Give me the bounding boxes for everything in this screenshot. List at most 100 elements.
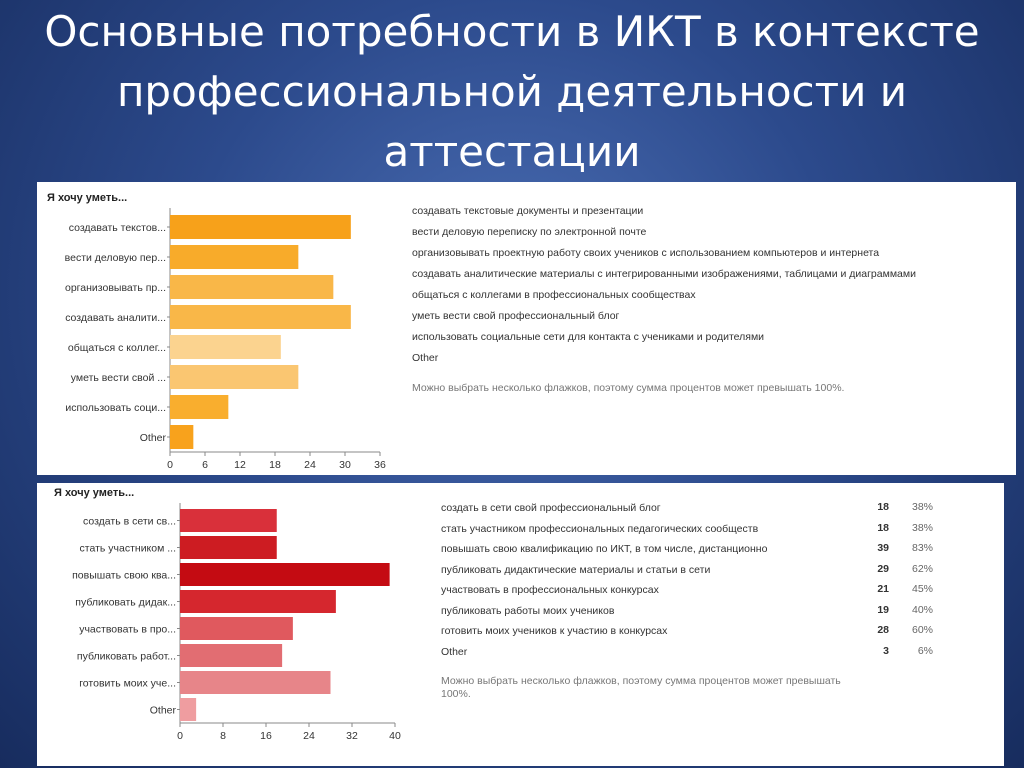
chart-2-legend: создать в сети свой профессиональный бло… [441,501,961,671]
bar [170,365,299,389]
x-tick-label: 6 [202,459,208,471]
legend-item-count: 28 [877,624,889,636]
category-label: создать в сети св... [83,516,176,528]
legend-item-percent: 6% [917,644,933,657]
category-label: публиковать дидак... [75,597,176,609]
chart-2-heading: Я хочу уметь... [54,487,134,499]
legend-item-percent: 83% [911,542,933,554]
chart-2-heading-text: Я хочу уметь... [54,487,135,499]
legend-item-label: публиковать дидактические материалы и ст… [441,563,711,576]
legend-item-label: повышать свою квалификацию по ИКТ, в том… [441,543,768,555]
legend-item-label: готовить моих учеников к участию в конку… [441,625,668,637]
legend-item: публиковать дидактические материалы и ст… [441,563,710,577]
x-tick-label: 24 [303,730,315,742]
legend-item: создавать аналитические материалы с инте… [412,267,916,281]
slide-title-line: профессиональной деятельности и [116,67,908,116]
legend-item-count: 3 [883,644,889,657]
legend-item-label: вести деловую переписку по электронной п… [412,226,647,238]
bar [180,590,336,613]
bar [170,335,281,359]
slide-title-line: аттестации [383,127,641,176]
bar [170,215,351,239]
category-label: Other [140,432,167,444]
chart-panel-2: Я хочу уметь... создать в сети св... стат… [37,483,1004,766]
legend-item-label: стать участником профессиональных педаго… [441,522,759,535]
legend-item-percent: 60% [911,624,933,636]
legend-item-count: 39 [877,542,889,554]
legend-item: уметь вести свой профессиональный блог [412,309,619,323]
x-tick-label: 32 [346,730,358,742]
legend-item-count: 18 [877,501,889,513]
chart-2-note: Можно выбрать несколько флажков, поэтому… [441,675,841,701]
category-label: стать участником ... [80,543,176,555]
legend-item-label: уметь вести свой профессиональный блог [412,310,620,322]
legend-item: стать участником профессиональных педаго… [441,522,758,536]
category-label: вести деловую пер... [65,252,166,264]
legend-item-count: 29 [877,562,889,575]
legend-item: Other [412,351,438,365]
x-tick-label: 36 [374,459,386,471]
chart-1-note: Можно выбрать несколько флажков, поэтому… [412,382,845,394]
x-tick-label: 16 [260,730,272,742]
legend-item-percent: 62% [911,562,933,575]
x-tick-label: 40 [389,730,401,742]
category-label: использовать соци... [65,402,166,414]
category-label: повышать свою ква... [72,570,176,582]
legend-item-label: использовать социальные сети для контакт… [412,331,765,343]
chart-2-note-line: Можно выбрать несколько флажков, поэтому… [441,675,841,687]
legend-item-label: участвовать в профессиональных конкурсах [441,584,659,596]
category-label: участвовать в про... [79,624,176,636]
legend-item: повышать свою квалификацию по ИКТ, в том… [441,542,767,556]
category-label: общаться с коллег... [68,342,166,354]
legend-item-label: создать в сети свой профессиональный бло… [441,502,661,514]
category-label: готовить моих уче... [79,678,176,690]
legend-item: публиковать работы моих учеников [441,604,614,618]
legend-item: участвовать в профессиональных конкурсах [441,583,659,597]
legend-item: организовывать проектную работу своих уч… [412,246,879,260]
chart-2-note-line: 100%. [441,688,471,700]
legend-item-percent: 40% [911,603,933,616]
bar [180,698,197,721]
legend-item: Other [441,645,467,659]
x-tick-label: 30 [339,459,351,471]
legend-item-label: создавать аналитические материалы с инте… [412,268,916,280]
legend-item-label: создавать текстовые документы и презента… [412,205,644,217]
bar [170,245,299,269]
bar [170,395,229,419]
legend-item-label: публиковать работы моих учеников [441,604,615,617]
legend-item-label: общаться с коллегами в профессиональных … [412,289,696,301]
legend-item-percent: 45% [911,583,933,595]
legend-item-percent: 38% [911,521,933,534]
legend-item: готовить моих учеников к участию в конку… [441,624,667,638]
chart-2-svg: создать в сети св... стать участником ...… [72,503,401,742]
chart-1-heading: Я хочу уметь... [47,192,127,204]
legend-item: создать в сети свой профессиональный бло… [441,501,661,515]
bar [180,563,390,586]
category-label: Other [150,705,177,717]
legend-item-label: Other [441,645,468,658]
bar [170,305,351,329]
bar [180,536,277,559]
x-tick-label: 0 [177,730,183,742]
legend-item-label: организовывать проектную работу своих уч… [412,247,880,259]
category-label: организовывать пр... [65,282,166,294]
slide-title-line: Основные потребности в ИКТ в контексте [44,7,980,56]
x-tick-label: 24 [304,459,316,471]
chart-panel-1: Я хочу уметь... создавать текстов... вест… [37,182,1016,475]
bar [180,509,277,532]
category-label: создавать аналити... [65,312,166,324]
category-label: создавать текстов... [69,222,166,234]
bar [170,275,334,299]
chart-1-svg: создавать текстов... вести деловую пер...… [65,208,386,471]
category-label: уметь вести свой ... [71,372,166,384]
x-tick-label: 12 [234,459,246,471]
legend-item-count: 21 [877,583,889,595]
slide-title: Основные потребности в ИКТ в контексте п… [40,2,984,182]
bar [170,425,194,449]
x-tick-label: 0 [167,459,173,471]
bar [180,617,293,640]
category-label: публиковать работ... [77,651,176,663]
chart-1-legend: создавать текстовые документы и презента… [412,204,1012,364]
bar [180,671,331,694]
legend-item: создавать текстовые документы и презента… [412,204,643,218]
